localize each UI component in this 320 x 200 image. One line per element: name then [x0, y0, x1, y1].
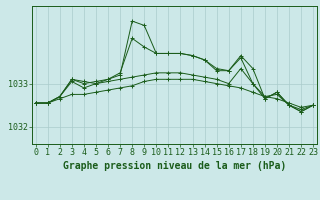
X-axis label: Graphe pression niveau de la mer (hPa): Graphe pression niveau de la mer (hPa) [63, 161, 286, 171]
